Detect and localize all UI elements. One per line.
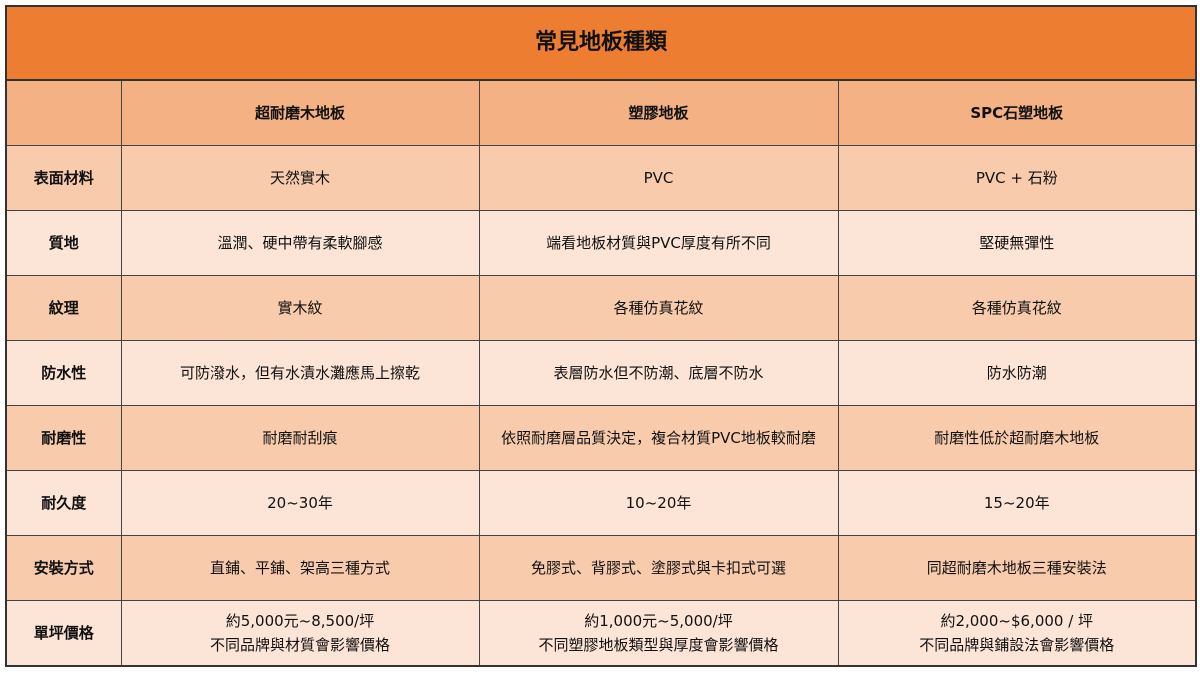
table-cell: 溫潤、硬中帶有柔軟腳感 (120, 210, 480, 276)
row-label: 質地 (5, 210, 122, 276)
table-cell: 依照耐磨層品質決定，複合材質PVC地板較耐磨 (478, 405, 839, 471)
cell-line: 不同品牌與鋪設法會影響價格 (919, 636, 1115, 654)
table-row: 表面材料 天然實木 PVC PVC + 石粉 (5, 145, 1197, 211)
table-row: 耐久度 20~30年 10~20年 15~20年 (5, 470, 1197, 536)
table-cell: PVC + 石粉 (837, 145, 1197, 211)
table-cell: 堅硬無彈性 (837, 210, 1197, 276)
table-cell: 免膠式、背膠式、塗膠式與卡扣式可選 (478, 535, 839, 601)
table-title: 常見地板種類 (5, 5, 1197, 81)
flooring-comparison-table: 常見地板種類 超耐磨木地板 塑膠地板 SPC石塑地板 表面材料 天然實木 PVC PV… (5, 5, 1198, 667)
table-cell: 耐磨性低於超耐磨木地板 (837, 405, 1197, 471)
table-cell: 天然實木 (120, 145, 480, 211)
table-cell: 約2,000~$6,000 / 坪不同品牌與鋪設法會影響價格 (837, 600, 1197, 667)
header-cell: SPC石塑地板 (837, 79, 1197, 146)
table-row: 質地 溫潤、硬中帶有柔軟腳感 端看地板材質與PVC厚度有所不同 堅硬無彈性 (5, 210, 1197, 276)
table-cell: 約5,000元~8,500/坪 不同品牌與材質會影響價格 (120, 600, 480, 667)
table-cell: PVC (478, 145, 839, 211)
title-row: 常見地板種類 (5, 5, 1197, 81)
cell-line: 約2,000~$6,000 / 坪 (940, 612, 1094, 630)
table-cell: 直鋪、平鋪、架高三種方式 (120, 535, 480, 601)
table-row: 耐磨性 耐磨耐刮痕 依照耐磨層品質決定，複合材質PVC地板較耐磨 耐磨性低於超耐磨木地… (5, 405, 1197, 471)
row-label: 耐磨性 (5, 405, 122, 471)
table-cell: 實木紋 (120, 275, 480, 341)
cell-line: 不同品牌與材質會影響價格 (209, 636, 390, 654)
table-cell: 同超耐磨木地板三種安裝法 (837, 535, 1197, 601)
table-row: 紋理 實木紋 各種仿真花紋 各種仿真花紋 (5, 275, 1197, 341)
table-row: 防水性 可防潑水，但有水漬水灘應馬上擦乾 表層防水但不防潮、底層不防水 防水防潮 (5, 340, 1197, 406)
header-cell: 塑膠地板 (478, 79, 839, 146)
row-label: 防水性 (5, 340, 122, 406)
table-cell: 各種仿真花紋 (837, 275, 1197, 341)
row-label: 耐久度 (5, 470, 122, 536)
header-row: 超耐磨木地板 塑膠地板 SPC石塑地板 (5, 79, 1197, 146)
table-cell: 20~30年 (120, 470, 480, 536)
row-label: 紋理 (5, 275, 122, 341)
header-cell-empty (5, 79, 122, 146)
cell-line: 不同塑膠地板類型與厚度會影響價格 (538, 636, 779, 654)
row-label: 單坪價格 (5, 600, 122, 667)
table-cell: 耐磨耐刮痕 (120, 405, 480, 471)
table-cell: 10~20年 (478, 470, 839, 536)
table-cell: 可防潑水，但有水漬水灘應馬上擦乾 (120, 340, 480, 406)
table-row: 安裝方式 直鋪、平鋪、架高三種方式 免膠式、背膠式、塗膠式與卡扣式可選 同超耐磨木地板… (5, 535, 1197, 601)
table-row: 單坪價格 約5,000元~8,500/坪 不同品牌與材質會影響價格 約1,000元~5… (5, 600, 1197, 667)
row-label: 表面材料 (5, 145, 122, 211)
row-label: 安裝方式 (5, 535, 122, 601)
table-cell: 各種仿真花紋 (478, 275, 839, 341)
table-cell: 防水防潮 (837, 340, 1197, 406)
table-cell: 表層防水但不防潮、底層不防水 (478, 340, 839, 406)
cell-line: 約1,000元~5,000/坪 (584, 612, 733, 630)
table-cell: 約1,000元~5,000/坪不同塑膠地板類型與厚度會影響價格 (478, 600, 839, 667)
header-cell: 超耐磨木地板 (120, 79, 480, 146)
cell-line: 約5,000元~8,500/坪 (225, 612, 375, 630)
table-cell: 端看地板材質與PVC厚度有所不同 (478, 210, 839, 276)
table-cell: 15~20年 (837, 470, 1197, 536)
